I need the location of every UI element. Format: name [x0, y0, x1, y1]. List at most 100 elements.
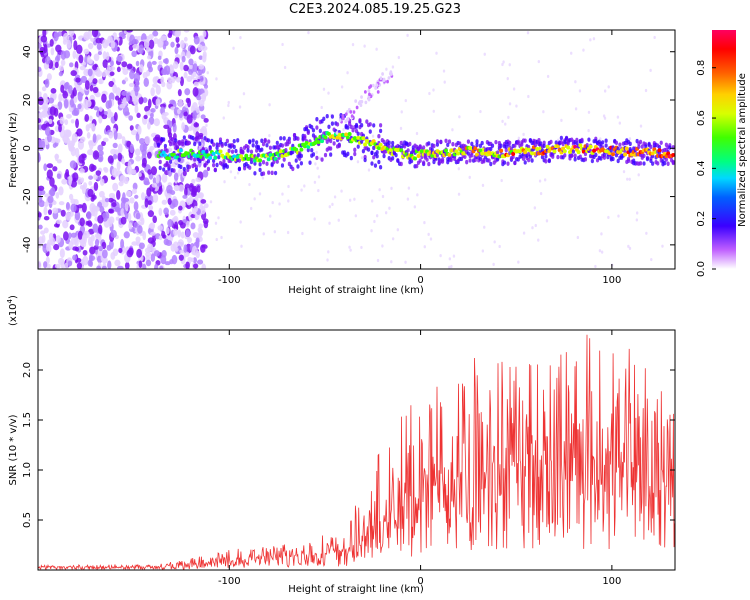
spectrogram-cell: [70, 232, 77, 238]
spectrogram-cell: [38, 96, 44, 106]
spectrogram-cell: [185, 97, 190, 104]
spectrogram-cell: [627, 244, 630, 248]
spectrogram-cell: [430, 147, 434, 152]
spectrogram-cell: [435, 153, 440, 158]
spectrogram-cell: [530, 151, 535, 156]
spectrogram-cell: [291, 149, 295, 155]
spectrogram-cell: [84, 113, 90, 122]
spectrogram-cell: [116, 55, 123, 62]
spectrogram-cell: [539, 191, 543, 196]
spectrogram-cell: [168, 141, 173, 147]
spectrogram-cell: [177, 140, 181, 146]
spectrogram-cell: [353, 151, 357, 157]
colorbar-gradient: [712, 30, 736, 269]
spectrogram-cell: [142, 143, 148, 152]
spectrogram-cell: [146, 151, 152, 159]
spectrogram-cell: [576, 235, 580, 240]
spectrogram-cell: [193, 205, 199, 213]
spectrogram-cell: [260, 138, 264, 143]
spectrogram-cell: [623, 152, 628, 157]
spectrogram-cell: [206, 166, 211, 172]
spectrogram-cell: [278, 202, 281, 206]
spectrogram-cell: [139, 242, 145, 250]
spectrogram-cell: [108, 131, 114, 139]
spectrogram-cell: [335, 131, 339, 135]
spectrogram-cell: [425, 157, 429, 162]
spectrogram-cell: [150, 253, 156, 262]
spectrogram-cell: [396, 158, 400, 163]
spectrogram-cell: [102, 39, 109, 49]
spectrogram-cell: [311, 152, 316, 157]
spectrogram-cell: [261, 171, 266, 176]
spectrogram-cell: [650, 151, 655, 156]
spectrogram-cell: [108, 92, 115, 102]
spectrogram-cell: [112, 153, 118, 160]
x-tick-label: -100: [218, 576, 241, 587]
spectrogram-cell: [349, 155, 353, 161]
spectrogram-cell: [365, 119, 369, 124]
spectrogram-cell: [502, 60, 505, 64]
x-tick-label: 100: [602, 576, 621, 587]
spectrogram-cell: [206, 71, 209, 75]
spectrogram-cell: [573, 153, 577, 158]
spectrogram-cell: [552, 149, 557, 154]
spectrogram-cell: [118, 181, 124, 187]
spectrogram-cell: [386, 79, 389, 84]
spectrogram-cell: [79, 217, 85, 227]
x-tick-label: -100: [218, 275, 241, 286]
spectrogram-cell: [538, 179, 542, 183]
spectrogram-cell: [101, 140, 106, 147]
spectrogram-cell: [451, 142, 455, 147]
spectrogram-cell: [492, 262, 495, 267]
spectrogram-cell: [594, 264, 597, 269]
spectrogram-cell: [638, 139, 643, 145]
spectrogram-cell: [513, 143, 517, 148]
spectrogram-cell: [500, 178, 503, 183]
spectrogram-cell: [239, 36, 242, 40]
spectrogram-cell: [468, 175, 471, 179]
spectrogram-cell: [206, 138, 211, 143]
spectrogram-cell: [466, 139, 471, 144]
spectrogram-cell: [158, 165, 162, 171]
spectrogram-cell: [271, 200, 274, 205]
spectrogram-cell: [136, 112, 141, 118]
spectrogram-cell: [261, 141, 266, 147]
spectrogram-cell: [299, 147, 304, 152]
spectrogram-cell: [356, 135, 361, 140]
spectrogram-cell: [135, 155, 142, 162]
spectrogram-cell: [43, 261, 48, 269]
spectrogram-cell: [501, 62, 504, 67]
spectrogram-cell: [93, 181, 99, 192]
spectrogram-cell: [213, 167, 217, 173]
spectrogram-cell: [182, 135, 186, 140]
spectrogram-cell: [183, 36, 188, 42]
spectrogram-cell: [192, 71, 197, 78]
spectrogram-cell: [118, 31, 126, 38]
spectrogram-cell: [44, 78, 50, 88]
spectrogram-cell: [574, 107, 578, 111]
spectrogram-cell: [470, 141, 474, 147]
spectrogram-cell: [152, 215, 157, 224]
spectrogram-cell: [126, 249, 133, 258]
spectrogram-cell: [179, 61, 184, 71]
spectrogram-cell: [49, 187, 56, 197]
spectrogram-cell: [147, 169, 152, 175]
spectrogram-cell: [133, 201, 139, 211]
spectrogram-cell: [578, 89, 582, 93]
spectrogram-cell: [540, 154, 545, 160]
spectrogram-cell: [429, 237, 433, 241]
spectrogram-cell: [159, 265, 164, 269]
spectrogram-cell: [86, 211, 92, 220]
spectrogram-cell: [244, 153, 249, 158]
spectrogram-cell: [173, 172, 179, 181]
spectrogram-cell: [155, 98, 161, 107]
spectrogram-cell: [80, 136, 86, 143]
spectrogram-cell: [341, 116, 345, 120]
spectrogram-cell: [406, 148, 410, 153]
spectrogram-cell: [55, 138, 61, 144]
spectrogram-cell: [227, 100, 230, 105]
spectrogram-cell: [616, 115, 620, 119]
spectrogram-cell: [144, 198, 149, 208]
spectrogram-cell: [241, 149, 245, 154]
spectrogram-cell: [363, 44, 366, 48]
